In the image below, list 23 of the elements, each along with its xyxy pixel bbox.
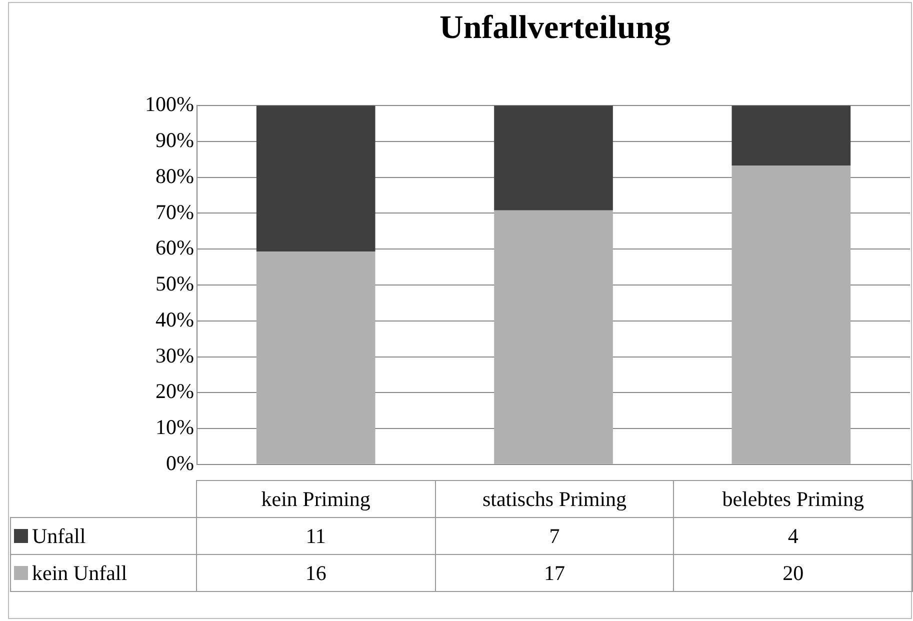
legend-label: Unfall [10,518,196,554]
text: 4 [674,518,912,554]
legend-label: kein Unfall [10,554,196,592]
y-tick-label: 20% [156,379,194,404]
x-tick-label: kein Priming [196,480,436,518]
y-tick-label: 30% [156,343,194,368]
text: 17 [435,554,674,592]
text: 16 [196,554,436,592]
text: 20 [674,554,912,592]
y-tick-label: 0% [166,450,194,475]
x-tick-label: statischs Priming [435,480,674,518]
y-tick-label: 70% [156,200,194,224]
y-tick-label: 60% [156,236,194,260]
x-tick-label: belebtes Priming [674,480,912,518]
text: 11 [196,518,436,554]
y-tick-label: 10% [156,415,194,440]
y-tick-label: 80% [156,164,194,188]
y-tick-label: 100% [145,92,194,116]
y-tick-label: 50% [156,272,194,296]
y-tick-label: 90% [156,128,194,152]
chart-title: Unfallverteilung [438,10,672,47]
text: 7 [435,518,674,554]
y-tick-label: 40% [156,307,194,332]
